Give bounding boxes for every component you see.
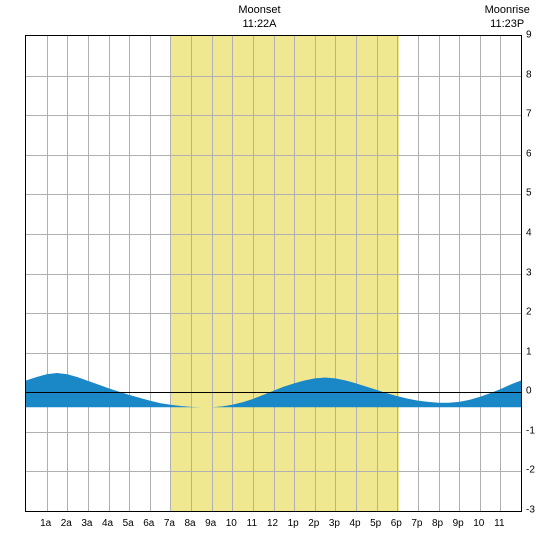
y-tick-label: -1 [526,425,535,436]
x-tick-label: 3a [81,518,92,529]
annotation-time: 11:22A [230,17,290,31]
tide-area [26,36,521,512]
tide-chart: Moonset11:22A Moonrise11:23P 1a 2a 3a 4a 5a 6a… [0,0,550,550]
y-tick-label: 0 [526,386,532,397]
x-tick-label: 4a [102,518,113,529]
y-tick-label: 2 [526,307,532,318]
plot-area [25,35,522,512]
moonset-annotation: Moonset11:22A [230,3,290,32]
x-tick-label: 11 [494,518,504,529]
y-tick-label: 1 [526,346,532,357]
y-tick-label: 7 [526,109,532,120]
moonrise-annotation: Moonrise11:23P [477,3,537,32]
y-tick-label: 4 [526,227,532,238]
x-tick-label: 2a [61,518,72,529]
x-tick-label: 8a [184,518,195,529]
y-tick-label: -2 [526,465,535,476]
x-tick-label: 9a [205,518,216,529]
y-tick-label: 9 [526,30,532,41]
x-tick-label: 7a [164,518,175,529]
x-tick-label: 10 [473,518,484,529]
x-tick-label: 2p [308,518,319,529]
zero-line [26,392,521,393]
x-tick-label: 1a [40,518,51,529]
x-tick-label: 5a [123,518,134,529]
x-tick-label: 5p [370,518,381,529]
annotation-label: Moonset [230,3,290,17]
x-tick-label: 6a [143,518,154,529]
x-tick-label: 7p [411,518,422,529]
x-tick-label: 12 [267,518,278,529]
x-tick-label: 3p [329,518,340,529]
y-tick-label: 3 [526,267,532,278]
x-tick-label: 1p [288,518,299,529]
x-tick-label: 6p [391,518,402,529]
x-tick-label: 8p [432,518,443,529]
x-tick-label: 10 [226,518,237,529]
y-tick-label: 8 [526,69,532,80]
annotation-label: Moonrise [477,3,537,17]
x-tick-label: 9p [453,518,464,529]
y-tick-label: 6 [526,148,532,159]
y-tick-label: 5 [526,188,532,199]
x-tick-label: 4p [349,518,360,529]
y-tick-label: -3 [526,505,535,516]
x-tick-label: 11 [247,518,257,529]
